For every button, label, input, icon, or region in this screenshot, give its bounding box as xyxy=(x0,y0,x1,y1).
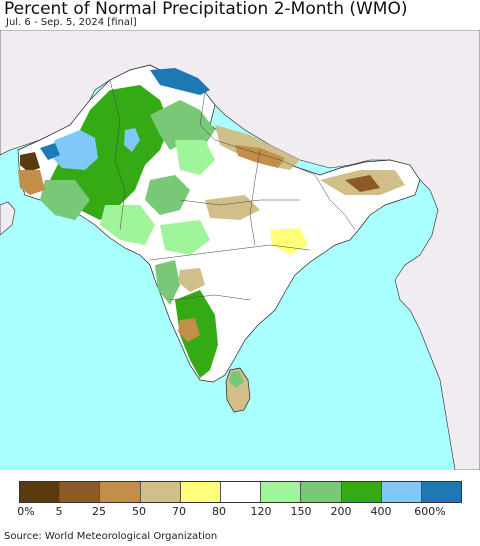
source-credit: Source: World Meteorological Organizatio… xyxy=(4,531,217,542)
legend-colorbar xyxy=(19,481,462,503)
legend-tick: 50 xyxy=(132,505,146,518)
legend-tick: 70 xyxy=(172,505,186,518)
legend-swatch-4 xyxy=(181,482,221,502)
legend-swatch-1 xyxy=(60,482,100,502)
legend-tick: 5 xyxy=(56,505,63,518)
legend-swatch-10 xyxy=(422,482,461,502)
legend-tick: 120 xyxy=(251,505,272,518)
legend-tick: 150 xyxy=(291,505,312,518)
legend-swatch-5 xyxy=(221,482,261,502)
legend-swatch-7 xyxy=(301,482,341,502)
legend-swatch-6 xyxy=(261,482,301,502)
legend-tick: 80 xyxy=(212,505,226,518)
legend-tick: 25 xyxy=(92,505,106,518)
precipitation-map xyxy=(0,30,480,470)
legend-swatch-0 xyxy=(20,482,60,502)
legend-tick: 0% xyxy=(17,505,34,518)
legend-tick: 400 xyxy=(371,505,392,518)
legend-swatch-9 xyxy=(382,482,422,502)
map-subtitle: Jul. 6 - Sep. 5, 2024 [final] xyxy=(6,17,137,28)
legend-swatch-8 xyxy=(342,482,382,502)
legend-tick: 600% xyxy=(414,505,445,518)
legend-tick: 200 xyxy=(331,505,352,518)
legend-swatch-3 xyxy=(141,482,181,502)
legend-ticks: 0% 5 25 50 70 80 120 150 200 400 600% xyxy=(0,505,480,521)
legend-swatch-2 xyxy=(100,482,140,502)
